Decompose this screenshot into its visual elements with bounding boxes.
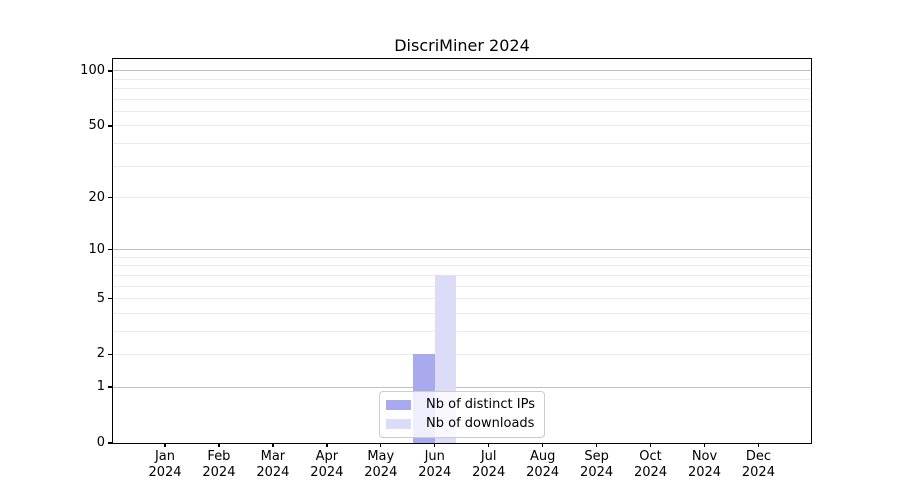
- x-tick-year: 2024: [202, 465, 236, 480]
- legend-label-distinct-ips: Nb of distinct IPs: [426, 397, 535, 412]
- x-tick-year: 2024: [634, 465, 668, 480]
- y-axis-tick-label: 5: [96, 290, 105, 306]
- y-axis-tick: [108, 386, 112, 388]
- x-tick-month: Aug: [529, 449, 556, 464]
- legend-swatch-downloads-icon: [386, 419, 412, 429]
- y-axis-tick: [108, 442, 112, 444]
- chart-title: DiscriMiner 2024: [394, 36, 530, 55]
- x-tick-month: Oct: [639, 449, 662, 464]
- x-tick-month: May: [367, 449, 395, 464]
- y-axis-tick: [108, 196, 112, 199]
- gridline-minor: [113, 98, 811, 100]
- legend-item-distinct-ips: Nb of distinct IPs: [386, 397, 535, 413]
- y-axis-tick-label: 100: [80, 62, 105, 78]
- x-tick-month: Mar: [260, 449, 286, 464]
- y-axis-tick: [108, 297, 112, 300]
- x-axis-tick: [380, 443, 382, 447]
- x-tick-year: 2024: [526, 465, 560, 480]
- y-axis-tick: [108, 248, 112, 251]
- legend-label-downloads: Nb of downloads: [426, 416, 535, 431]
- x-axis-tick: [164, 443, 166, 447]
- y-axis-tick-label: 1: [96, 379, 105, 395]
- gridline-major: [113, 70, 811, 72]
- gridline-minor: [113, 353, 811, 355]
- gridline-minor: [113, 111, 811, 113]
- x-axis-tick-label: Sep 2024: [567, 449, 627, 481]
- x-tick-year: 2024: [310, 465, 344, 480]
- gridline-minor: [113, 274, 811, 276]
- plot-area: Nb of distinct IPs Nb of downloads: [112, 58, 812, 444]
- legend-swatch-distinct-ips-icon: [386, 400, 412, 410]
- legend: Nb of distinct IPs Nb of downloads: [379, 391, 545, 438]
- x-tick-month: Nov: [691, 449, 718, 464]
- x-tick-month: Jun: [424, 449, 445, 464]
- x-tick-year: 2024: [364, 465, 398, 480]
- x-tick-year: 2024: [472, 465, 506, 480]
- x-tick-year: 2024: [580, 465, 614, 480]
- x-axis-tick-label: Dec 2024: [728, 449, 788, 481]
- x-axis-tick: [595, 443, 598, 447]
- gridline-minor: [113, 197, 811, 198]
- x-axis-tick-label: Mar 2024: [243, 449, 303, 481]
- legend-item-downloads: Nb of downloads: [386, 416, 535, 432]
- gridline-major: [113, 249, 811, 251]
- x-axis-tick: [649, 443, 652, 447]
- x-axis-tick-label: Jan 2024: [135, 449, 195, 481]
- x-axis-tick-label: Jun 2024: [405, 449, 465, 481]
- x-axis-tick-label: Aug 2024: [513, 449, 573, 481]
- x-tick-year: 2024: [418, 465, 452, 480]
- x-axis-tick-label: Feb 2024: [189, 449, 249, 481]
- y-axis-tick: [108, 125, 112, 127]
- x-tick-month: Jul: [480, 449, 497, 464]
- x-axis-tick: [703, 443, 706, 447]
- x-tick-month: Sep: [584, 449, 609, 464]
- y-axis-tick-label: 2: [96, 346, 105, 362]
- x-axis-tick-label: Oct 2024: [621, 449, 681, 481]
- y-axis-tick: [108, 353, 112, 356]
- x-axis-tick-label: Nov 2024: [675, 449, 735, 481]
- gridline-minor: [113, 298, 811, 300]
- x-tick-year: 2024: [741, 465, 775, 480]
- x-axis-tick-label: Apr 2024: [297, 449, 357, 481]
- y-axis-tick-label: 0: [96, 435, 105, 450]
- x-axis-tick-label: Jul 2024: [459, 449, 519, 481]
- gridline-minor: [113, 88, 811, 90]
- x-tick-year: 2024: [256, 465, 290, 480]
- x-axis-tick: [434, 443, 436, 447]
- x-tick-year: 2024: [148, 465, 182, 480]
- gridline-minor: [113, 143, 811, 145]
- x-axis-tick: [218, 443, 220, 447]
- x-tick-month: Jan: [154, 449, 176, 464]
- x-axis-tick: [326, 443, 328, 447]
- x-tick-month: Feb: [207, 449, 231, 464]
- x-axis-tick-label: May 2024: [351, 449, 411, 481]
- x-tick-year: 2024: [687, 465, 722, 480]
- gridline-minor: [113, 330, 811, 332]
- gridline-minor: [113, 285, 811, 287]
- x-axis-tick: [541, 443, 544, 447]
- y-axis-tick-label: 50: [88, 117, 105, 133]
- gridline-minor: [113, 125, 811, 127]
- gridline-minor: [113, 312, 811, 314]
- gridline-minor: [113, 256, 811, 258]
- y-axis-tick-label: 20: [88, 189, 105, 205]
- x-tick-month: Dec: [745, 449, 772, 464]
- y-axis-tick: [108, 70, 112, 72]
- y-axis-tick-label: 10: [88, 241, 105, 257]
- gridline-minor: [113, 265, 811, 267]
- x-axis-tick: [272, 443, 274, 447]
- gridline-minor: [113, 78, 811, 80]
- gridline-major: [113, 386, 811, 388]
- x-axis-tick: [757, 443, 760, 447]
- gridline-minor: [113, 165, 811, 167]
- x-tick-month: Apr: [315, 449, 339, 464]
- x-axis-tick: [488, 443, 490, 447]
